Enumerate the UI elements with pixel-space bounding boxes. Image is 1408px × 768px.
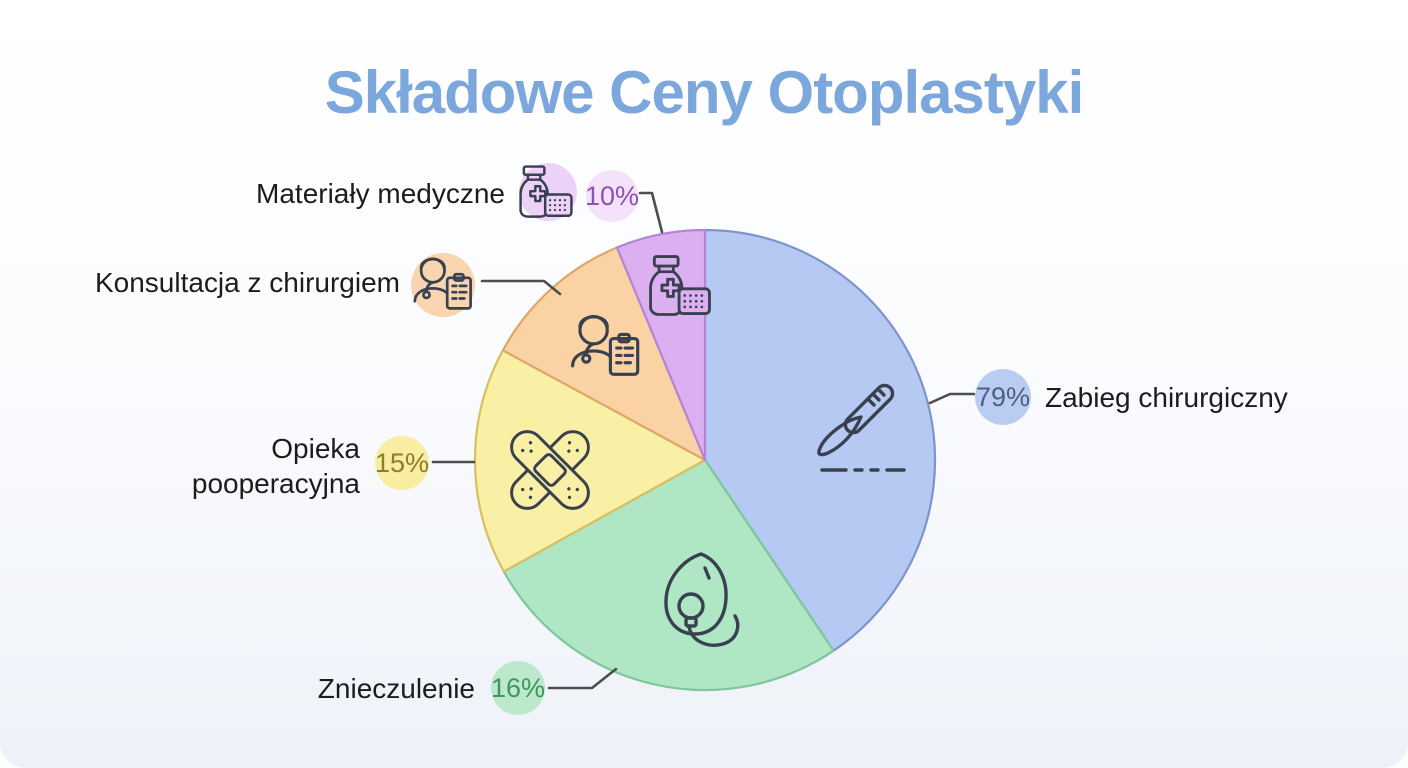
badge-15-percent: 15% (375, 436, 429, 490)
pie-slice-1-znieczulenie (502, 458, 835, 692)
pie-slices (473, 228, 937, 692)
label-opieka-line2: pooperacyjna (191, 468, 360, 499)
pie-slice-2-opieka-pooperacyjna (473, 349, 707, 573)
label-opieka-pooperacyjna: Opieka pooperacyjna (192, 431, 360, 501)
label-opieka-line1: Opieka (271, 433, 360, 464)
label-znieczulenie: Znieczulenie (317, 673, 475, 704)
leader-line-zabieg (928, 392, 976, 405)
badge-16-percent: 16% (491, 661, 545, 715)
badge-79-percent: 79% (975, 369, 1031, 425)
label-konsultacja-z-chirurgiem: Konsultacja z chirurgiem (94, 267, 400, 298)
badge-10-percent: 10% (585, 170, 639, 222)
leader-line-znieczulenie (547, 667, 618, 690)
leader-line-konsultacja (480, 279, 562, 296)
chart-title: Składowe Ceny Otoplastyki (324, 59, 1085, 126)
leader-line-materialy (638, 191, 664, 234)
pie-slice-0-zabieg-chirurgiczny (703, 228, 937, 652)
label-zabieg-chirurgiczny: Zabieg chirurgiczny (1045, 382, 1288, 413)
label-materialy-medyczne: Materiały medyczne (256, 178, 505, 209)
